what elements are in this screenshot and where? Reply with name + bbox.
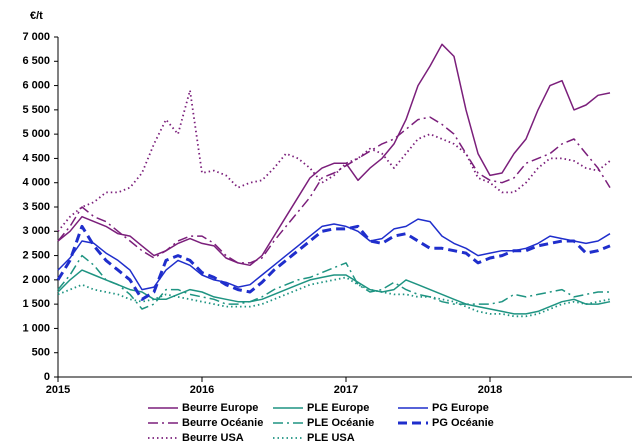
y-unit: €/t	[30, 10, 43, 22]
y-tick-label: 6 500	[22, 55, 50, 67]
y-tick-label: 5 500	[22, 104, 50, 116]
series-line	[57, 89, 611, 232]
x-tick-label: 2016	[190, 384, 214, 396]
y-tick-label: 3 000	[22, 225, 50, 237]
series-line	[57, 43, 611, 267]
legend-label: Beurre Océanie	[182, 417, 263, 429]
y-tick-label: 2 000	[22, 274, 50, 286]
x-tick-label: 2015	[46, 384, 70, 396]
y-tick-label: 0	[44, 371, 50, 383]
y-tick-label: 4 500	[22, 152, 50, 164]
series-line	[57, 269, 611, 315]
series-line	[57, 218, 611, 291]
x-tick-label: 2018	[478, 384, 502, 396]
legend-label: Beurre Europe	[182, 402, 258, 414]
series-line	[57, 116, 611, 264]
series-line	[56, 224, 611, 301]
x-tick-label: 2017	[334, 384, 358, 396]
legend-label: PG Europe	[432, 402, 489, 414]
y-tick-label: 1 000	[22, 322, 50, 334]
legend-label: Beurre USA	[182, 432, 244, 444]
y-tick-label: 500	[32, 347, 50, 359]
legend-label: PLE USA	[307, 432, 355, 444]
y-tick-label: 6 000	[22, 79, 50, 91]
y-tick-label: 4 000	[22, 177, 50, 189]
y-tick-label: 3 500	[22, 201, 50, 213]
y-tick-label: 5 000	[22, 128, 50, 140]
legend-label: PLE Océanie	[307, 417, 374, 429]
legend-label: PLE Europe	[307, 402, 369, 414]
y-tick-label: 7 000	[22, 31, 50, 43]
legend-label: PG Océanie	[432, 417, 494, 429]
y-tick-label: 2 500	[22, 249, 50, 261]
y-tick-label: 1 500	[22, 298, 50, 310]
series-line	[57, 254, 610, 310]
series-line	[57, 276, 611, 318]
